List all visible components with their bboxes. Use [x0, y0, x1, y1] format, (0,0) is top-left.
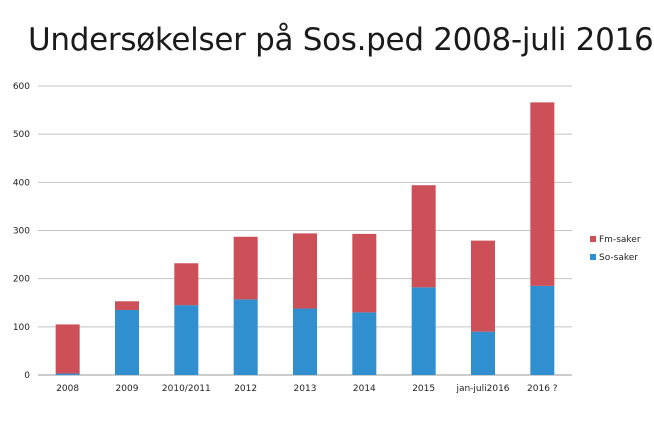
x-tick-label: 2008 [56, 384, 79, 394]
y-tick-label: 500 [13, 130, 30, 140]
y-tick-label: 0 [24, 371, 30, 381]
bar-segment [174, 305, 199, 375]
legend: Fm-saker So-saker [590, 235, 641, 263]
bar-segment [55, 324, 80, 374]
x-axis: 2008 2009 2010/2011 2012 2013 2014 2015 jan-jul… [56, 384, 558, 394]
bar-segment [233, 236, 258, 300]
x-tick-label: 2009 [116, 384, 139, 394]
legend-label: So-saker [599, 253, 638, 263]
legend-swatch [590, 254, 596, 260]
bar-segment [55, 373, 80, 375]
bar-segment [115, 301, 139, 310]
x-tick-label: 2016 ? [527, 384, 558, 394]
bar-segment [293, 233, 317, 309]
y-tick-label: 300 [13, 227, 30, 237]
bar-segment [233, 299, 258, 375]
bar-segment [411, 185, 436, 288]
y-tick-label: 200 [13, 275, 30, 285]
x-tick-label: 2014 [353, 384, 376, 394]
x-tick-label: 2012 [234, 384, 257, 394]
chart-title: Undersøkelser på Sos.ped 2008-juli 2016 [28, 22, 654, 58]
x-tick-label: 2010/2011 [162, 384, 211, 394]
bar-segment [352, 312, 377, 375]
bars [55, 102, 555, 375]
bar-segment [293, 308, 317, 375]
bar-segment [471, 240, 495, 332]
bar-segment [471, 331, 495, 375]
bar-segment [411, 287, 436, 375]
bar-segment [115, 309, 139, 375]
x-tick-label: 2013 [294, 384, 317, 394]
y-axis: 0 100 200 300 400 500 600 [13, 82, 30, 381]
y-tick-label: 600 [13, 82, 30, 92]
bar-segment [530, 102, 555, 286]
y-tick-label: 400 [13, 178, 30, 188]
y-tick-label: 100 [13, 323, 30, 333]
legend-swatch [590, 236, 596, 242]
bar-segment [352, 233, 377, 313]
bar-segment [530, 285, 555, 375]
x-tick-label: 2015 [412, 384, 435, 394]
bar-segment [174, 263, 199, 306]
legend-label: Fm-saker [599, 235, 641, 245]
x-tick-label: jan-juli2016 [455, 384, 509, 394]
